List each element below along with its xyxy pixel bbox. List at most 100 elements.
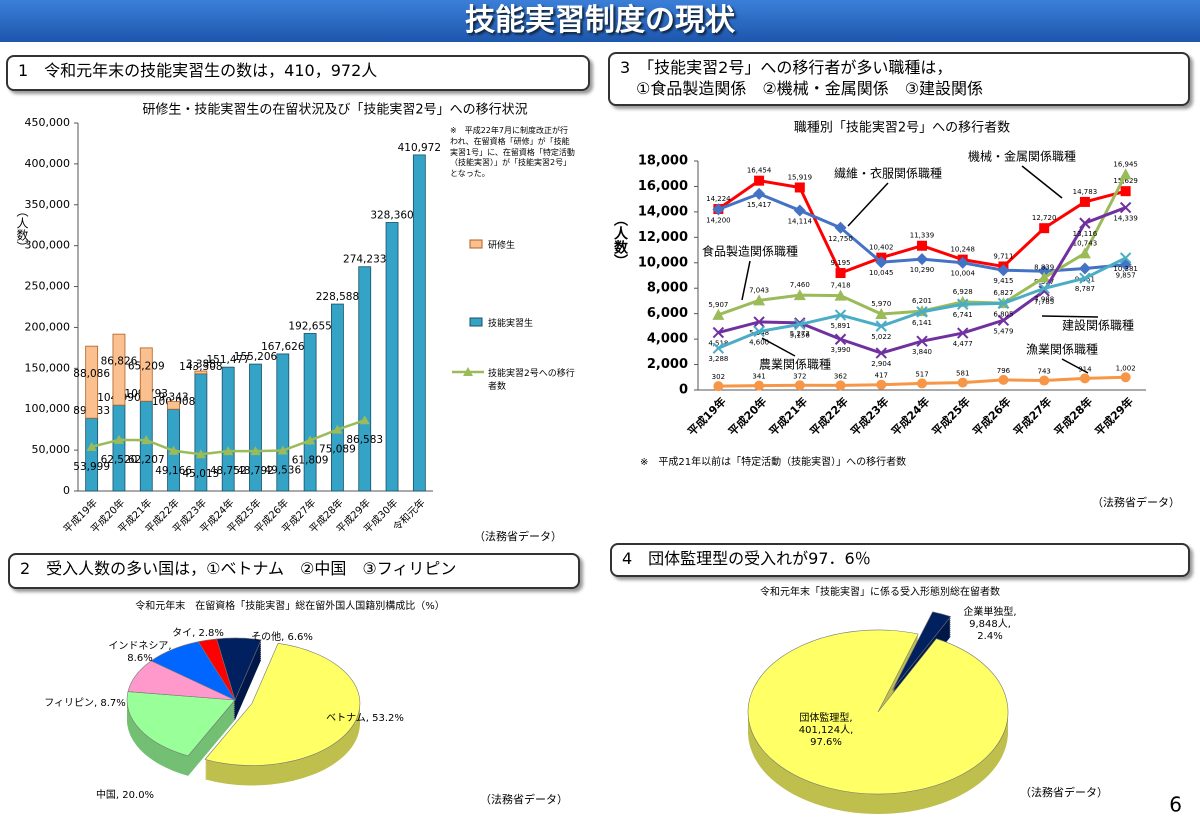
chart-note: ※ 平成21年以前は「特定活動（技能実習）」への移行者数 [640, 455, 906, 468]
legend-label: 漁業関係職種 [1026, 343, 1098, 357]
data-label: フィリピン, 8.7% [44, 697, 126, 709]
data-label: 14,224 [706, 195, 731, 203]
marker [1120, 186, 1131, 197]
data-label: 15,629 [1113, 177, 1138, 185]
marker [1120, 372, 1131, 383]
marker [1039, 375, 1050, 386]
data-label: 15,919 [788, 173, 813, 181]
marker [113, 434, 124, 444]
marker [250, 446, 261, 456]
marker [835, 268, 846, 279]
marker [305, 435, 316, 445]
chart-title: 令和元年末 在留資格「技能実習」総在留外国人国籍別構成比（%） [135, 599, 445, 612]
section-heading: 3 「技能実習2号」への移行者が多い職種は， ①食品製造関係 ②機械・金属関係 … [608, 52, 1190, 106]
pie-slice [126, 691, 236, 757]
data-label: 5,891 [831, 322, 851, 330]
chart-title: 職種別「技能実習2号」への移行者数 [794, 120, 1010, 136]
pie-slice [204, 643, 361, 766]
bar [112, 404, 126, 492]
y-tick-label: 4,000 [647, 332, 688, 347]
data-label: 4,600 [749, 338, 769, 346]
pie-slice [747, 629, 1009, 795]
bar [221, 366, 235, 492]
data-label: 417 [875, 372, 888, 380]
data-label: 3,990 [831, 346, 851, 354]
bar [276, 353, 290, 492]
callout-arrow [1021, 165, 1063, 199]
data-label: 4,477 [953, 340, 973, 348]
data-label: 5,022 [871, 333, 891, 341]
section-heading: 1 令和元年末の技能実習生の数は，410，972人 [6, 55, 590, 91]
data-label: 9,415 [993, 277, 1013, 285]
marker [359, 415, 370, 425]
legend-label: 技能実習生 [488, 319, 534, 329]
data-label: 9,195 [831, 259, 851, 267]
data-label: 302 [712, 373, 725, 381]
bar [85, 417, 99, 492]
data-label: 14,200 [706, 216, 731, 224]
data-label: 16,454 [747, 167, 772, 175]
bar [385, 222, 399, 492]
marker [1079, 217, 1091, 229]
marker [957, 327, 969, 339]
x-tick-label: 平成27年 [1010, 394, 1054, 438]
data-label: 151,477 [206, 354, 249, 366]
data-label: タイ, 2.8% [172, 627, 224, 639]
data-label: 6,741 [953, 311, 973, 319]
bar [303, 333, 317, 492]
marker [713, 381, 724, 392]
legend-swatch [469, 239, 483, 249]
x-tick-label: 平成24年 [888, 394, 932, 438]
section-heading: 4 団体監理型の受入れが97．6％ [610, 543, 1190, 577]
data-label: 6,201 [912, 297, 932, 305]
data-label: 49,536 [264, 464, 301, 476]
marker [753, 187, 766, 200]
marker [1119, 168, 1132, 180]
data-label: 7,460 [790, 281, 810, 289]
bar [358, 266, 372, 492]
y-axis-label: （人数） [612, 212, 628, 268]
marker [835, 380, 846, 391]
y-tick-label: 18,000 [638, 154, 688, 169]
marker [753, 294, 766, 306]
marker [875, 308, 888, 320]
y-tick-label: 400,000 [25, 157, 71, 170]
section-heading: 2 受入人数の多い国は，①ベトナム ②中国 ③フィリピン [8, 553, 580, 589]
marker [141, 435, 152, 445]
x-tick-label: 平成26年 [970, 394, 1014, 438]
bar [139, 400, 153, 492]
marker [712, 203, 725, 216]
data-label: 61,809 [292, 454, 329, 466]
marker [875, 320, 887, 332]
bar [194, 370, 208, 375]
data-label: 14,783 [1073, 188, 1098, 196]
marker [917, 240, 927, 251]
source: （法務省データ） [1020, 785, 1108, 799]
marker [917, 378, 927, 389]
data-label: 7,988 [1034, 295, 1054, 303]
data-label: 10,381 [1113, 265, 1138, 273]
marker [916, 306, 928, 318]
y-tick-label: 10,000 [638, 255, 688, 270]
marker [793, 289, 806, 301]
legend-label: 農業関係職種 [759, 358, 831, 372]
bar [331, 303, 344, 492]
callout-arrow [761, 337, 796, 357]
data-label: 団体監理型, 401,124人, 97.6% [799, 711, 854, 748]
marker [1078, 262, 1091, 275]
bar [139, 347, 153, 402]
data-label: 88,086 [73, 368, 110, 380]
bar [112, 333, 126, 406]
marker [712, 308, 725, 320]
x-tick-label: 平成19年 [685, 394, 729, 438]
source: （法務省データ） [480, 792, 568, 806]
data-label: 45,013 [183, 468, 220, 480]
marker [997, 297, 1010, 310]
x-tick-label: 平成21年 [766, 394, 810, 438]
callout-arrow [1041, 315, 1099, 318]
marker [753, 316, 765, 328]
data-label: 6,928 [953, 288, 973, 296]
data-label: 8,839 [1034, 264, 1054, 272]
marker [1079, 272, 1091, 284]
